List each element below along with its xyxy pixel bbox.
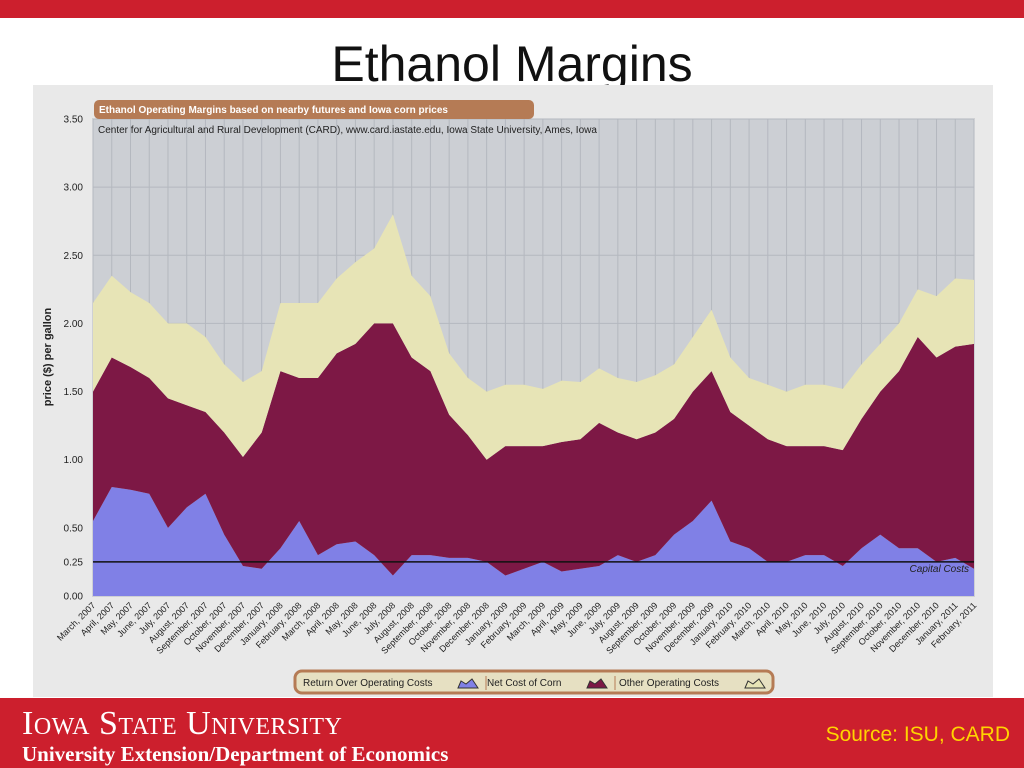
legend-label-return-over-operating-costs: Return Over Operating Costs: [303, 678, 433, 689]
point-other-operating-costs: [298, 302, 300, 304]
area-return-over-operating-costs: [93, 486, 974, 596]
y-axis-ticks: 0.00 0.25 0.50 1.00 1.50 2.00 2.50 3.00 3.50: [64, 115, 84, 603]
point-other-operating-costs: [823, 384, 825, 386]
point-other-operating-costs: [448, 352, 450, 354]
y-tick-label: 1.50: [64, 387, 84, 398]
point-other-operating-costs: [111, 275, 113, 277]
point-other-operating-costs: [148, 302, 150, 304]
slide-title: Ethanol Margins: [331, 36, 693, 92]
y-tick-label: 3.00: [64, 183, 84, 194]
y-tick-label: 2.50: [64, 251, 84, 262]
point-other-operating-costs: [410, 275, 412, 277]
chart-title-tab: [94, 100, 534, 119]
point-other-operating-costs: [710, 309, 712, 311]
legend: Return Over Operating Costs Net Cost of C…: [303, 676, 766, 690]
source-note: Source: ISU, CARD: [825, 723, 1010, 746]
legend-swatch-return-over-operating-costs: [457, 678, 479, 689]
y-tick-label: 0.00: [64, 592, 84, 603]
point-other-operating-costs: [898, 322, 900, 324]
point-other-operating-costs: [242, 381, 244, 383]
point-other-operating-costs: [261, 370, 263, 372]
department-name: University Extension/Department of Econo…: [22, 742, 449, 766]
point-other-operating-costs: [935, 295, 937, 297]
point-other-operating-costs: [617, 377, 619, 379]
y-tick-label: 0.25: [64, 557, 84, 568]
point-other-operating-costs: [804, 384, 806, 386]
point-other-operating-costs: [842, 388, 844, 390]
y-axis-label: price ($) per gallon: [42, 308, 54, 407]
point-other-operating-costs: [204, 336, 206, 338]
area-net-cost-of-corn: [93, 323, 974, 576]
footer-bar: [0, 698, 1024, 768]
point-other-operating-costs: [635, 381, 637, 383]
university-name: Iowa State University: [22, 705, 343, 742]
stacked-areas: [92, 213, 975, 596]
point-other-operating-costs: [523, 384, 525, 386]
point-other-operating-costs: [673, 363, 675, 365]
point-other-operating-costs: [504, 384, 506, 386]
chart-subtitle: Center for Agricultural and Rural Develo…: [98, 125, 597, 136]
capital-cost-line-group: Capital Costs: [93, 561, 974, 575]
point-other-operating-costs: [560, 379, 562, 381]
chart-container: Capital Costs 0.00 0.25 0.50 1.00 1.50 2.00 2.…: [33, 85, 993, 697]
capital-costs-label: Capital Costs: [910, 564, 969, 575]
point-other-operating-costs: [373, 247, 375, 249]
point-other-operating-costs: [785, 390, 787, 392]
point-other-operating-costs: [729, 356, 731, 358]
point-other-operating-costs: [279, 302, 281, 304]
point-other-operating-costs: [167, 322, 169, 324]
chart-title: Ethanol Operating Margins based on nearb…: [99, 105, 448, 116]
point-other-operating-costs: [598, 367, 600, 369]
point-other-operating-costs: [186, 322, 188, 324]
legend-swatch-other-operating-costs: [744, 678, 766, 689]
point-other-operating-costs: [579, 381, 581, 383]
point-other-operating-costs: [692, 336, 694, 338]
point-other-operating-costs: [654, 374, 656, 376]
top-red-bar: [0, 0, 1024, 18]
point-other-operating-costs: [485, 390, 487, 392]
ethanol-margins-chart: Capital Costs 0.00 0.25 0.50 1.00 1.50 2.00 2.…: [33, 85, 993, 697]
legend-swatch-net-cost-of-corn: [586, 678, 608, 689]
point-other-operating-costs: [542, 388, 544, 390]
legend-box: [293, 669, 775, 695]
point-other-operating-costs: [429, 295, 431, 297]
point-other-operating-costs: [354, 261, 356, 263]
legend-label-net-cost-of-corn: Net Cost of Corn: [487, 678, 561, 689]
point-other-operating-costs: [317, 302, 319, 304]
point-other-operating-costs: [223, 363, 225, 365]
point-other-operating-costs: [392, 213, 394, 215]
point-other-operating-costs: [748, 377, 750, 379]
point-other-operating-costs: [129, 291, 131, 293]
point-other-operating-costs: [860, 363, 862, 365]
y-tick-label: 1.00: [64, 455, 84, 466]
area-other-operating-costs: [93, 214, 974, 460]
y-tick-label: 3.50: [64, 115, 84, 126]
point-other-operating-costs: [954, 277, 956, 279]
y-tick-label: 0.50: [64, 523, 84, 534]
legend-label-other-operating-costs: Other Operating Costs: [619, 678, 719, 689]
point-other-operating-costs: [92, 302, 94, 304]
point-other-operating-costs: [879, 343, 881, 345]
point-other-operating-costs: [767, 384, 769, 386]
point-other-operating-costs: [467, 377, 469, 379]
y-tick-label: 2.00: [64, 319, 84, 330]
point-other-operating-costs: [917, 288, 919, 290]
point-other-operating-costs: [973, 279, 975, 281]
point-other-operating-costs: [335, 277, 337, 279]
